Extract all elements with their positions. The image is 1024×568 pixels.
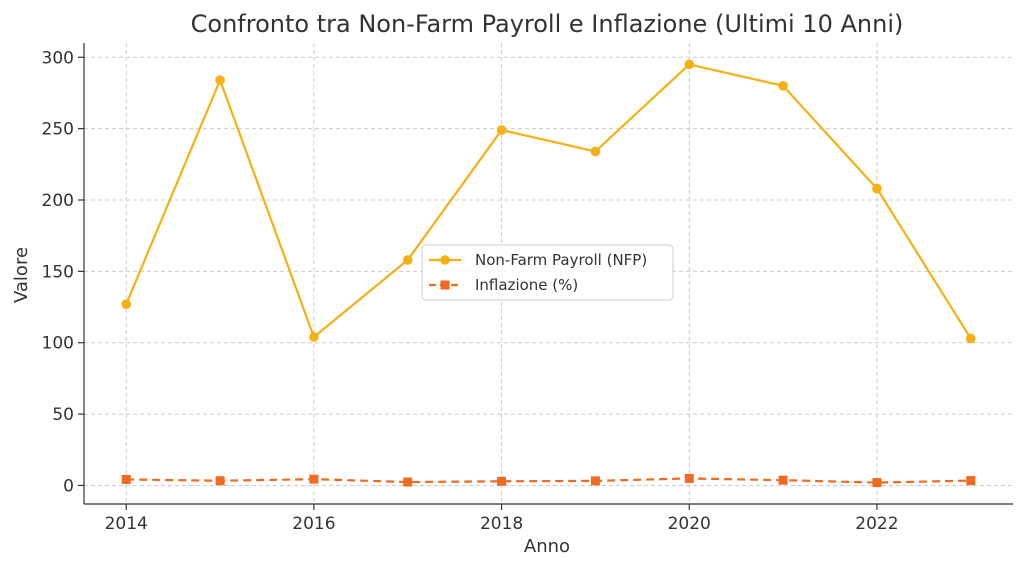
- legend-marker: [440, 280, 450, 290]
- data-point: [684, 473, 694, 483]
- data-point: [590, 146, 601, 157]
- data-point: [684, 59, 695, 70]
- data-point: [403, 477, 413, 487]
- data-point: [496, 125, 507, 135]
- data-point: [309, 474, 319, 484]
- x-tick-label: 2018: [480, 514, 523, 534]
- legend-label: Non-Farm Payroll (NFP): [475, 251, 647, 269]
- data-point: [590, 476, 600, 486]
- y-tick-label: 250: [42, 120, 74, 140]
- ticks: 2014 2016 2018 2020 2022 0 50 100 150 200 250 300: [42, 48, 899, 534]
- series: [121, 59, 976, 488]
- x-tick-label: 2020: [668, 514, 711, 534]
- data-point: [872, 478, 882, 488]
- series-line: [125, 63, 972, 340]
- legend: Non-Farm Payroll (NFP) Inflazione (%): [421, 244, 674, 301]
- y-tick-label: 50: [52, 405, 74, 425]
- data-point: [121, 299, 132, 309]
- data-point: [215, 75, 225, 85]
- data-point: [778, 475, 788, 485]
- series-0: [121, 59, 976, 344]
- chart-title: Confronto tra Non-Farm Payroll e Inflazi…: [191, 10, 904, 38]
- data-point: [872, 183, 882, 194]
- y-tick-label: 150: [42, 262, 74, 282]
- data-point: [121, 474, 131, 484]
- legend-item-1: Inflazione (%): [429, 276, 578, 294]
- y-tick-label: 300: [42, 48, 74, 68]
- legend-item-0: Non-Farm Payroll (NFP): [429, 251, 647, 269]
- legend-label: Inflazione (%): [475, 276, 578, 294]
- data-point: [309, 332, 319, 342]
- data-point: [965, 333, 976, 344]
- data-point: [966, 476, 976, 486]
- x-axis-label: Anno: [524, 536, 570, 557]
- x-tick-label: 2014: [105, 514, 148, 534]
- series-1: [121, 473, 976, 488]
- y-tick-label: 0: [63, 476, 74, 496]
- x-tick-label: 2022: [855, 514, 898, 534]
- y-tick-label: 200: [42, 191, 74, 211]
- series-line: [126, 477, 971, 484]
- x-tick-label: 2016: [292, 514, 335, 534]
- data-point: [497, 476, 507, 486]
- legend-marker: [440, 255, 450, 265]
- data-point: [215, 476, 225, 486]
- legend-box: [421, 244, 674, 301]
- y-tick-label: 100: [42, 334, 74, 354]
- axes: [83, 43, 1013, 505]
- y-axis-label: Valore: [11, 247, 32, 303]
- data-point: [778, 81, 788, 91]
- data-point: [402, 255, 413, 265]
